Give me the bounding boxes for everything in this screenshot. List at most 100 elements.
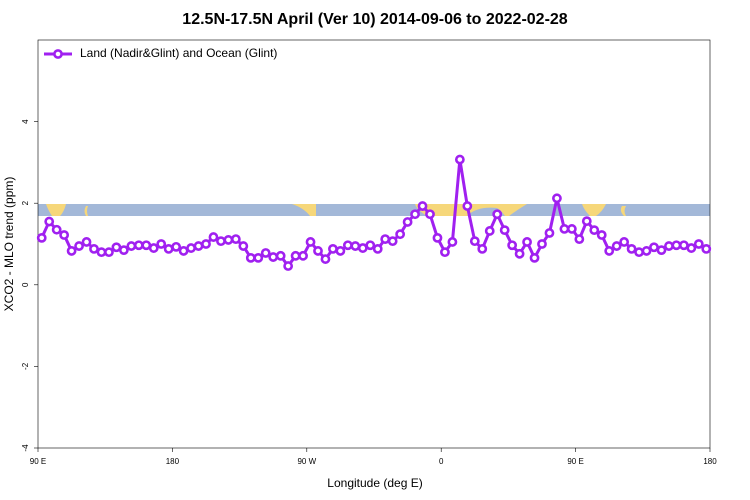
point xyxy=(148,243,159,253)
y-tick-label: -2 xyxy=(21,362,30,370)
point xyxy=(163,243,174,254)
point xyxy=(574,234,585,245)
point xyxy=(118,245,129,256)
point xyxy=(537,239,547,249)
point xyxy=(283,261,294,271)
point xyxy=(499,225,510,236)
point xyxy=(74,241,84,251)
point xyxy=(171,241,182,252)
point xyxy=(552,193,562,204)
point xyxy=(201,239,211,249)
point xyxy=(193,241,204,251)
point xyxy=(223,235,234,245)
point xyxy=(245,252,256,263)
point xyxy=(372,243,383,254)
point xyxy=(611,241,622,251)
point xyxy=(328,243,338,254)
point xyxy=(664,241,674,251)
point xyxy=(454,154,465,165)
point xyxy=(365,240,376,251)
point xyxy=(208,232,219,242)
point xyxy=(342,240,353,251)
point xyxy=(589,225,600,236)
point xyxy=(357,243,368,253)
chart-title: 12.5N-17.5N April (Ver 10) 2014-09-06 to… xyxy=(182,11,568,28)
point xyxy=(186,243,196,253)
point xyxy=(566,224,577,234)
point xyxy=(81,237,92,247)
point xyxy=(395,229,406,240)
point xyxy=(44,216,55,227)
point xyxy=(693,239,704,249)
point xyxy=(260,248,271,258)
point xyxy=(484,226,495,236)
point xyxy=(59,230,70,240)
point xyxy=(275,250,286,261)
y-tick-label: 2 xyxy=(21,200,30,205)
x-tick-label: 0 xyxy=(439,457,444,466)
point xyxy=(686,243,697,253)
point xyxy=(507,240,518,251)
point xyxy=(230,234,241,245)
point xyxy=(432,232,443,243)
land-ocean-strip xyxy=(38,204,710,216)
legend-label: Land (Nadir&Glint) and Ocean (Glint) xyxy=(80,46,277,60)
y-tick-label: -4 xyxy=(21,444,30,452)
point xyxy=(469,236,480,247)
point xyxy=(290,250,301,261)
x-tick-label: 90 W xyxy=(297,457,316,466)
point xyxy=(596,230,607,240)
point xyxy=(141,240,152,251)
point xyxy=(581,216,592,227)
point xyxy=(440,247,450,258)
point xyxy=(559,224,570,234)
point xyxy=(36,232,47,243)
legend-marker xyxy=(53,49,63,59)
point xyxy=(619,237,630,247)
point xyxy=(133,240,144,251)
y-tick-label: 0 xyxy=(21,282,30,287)
point xyxy=(268,252,279,262)
point xyxy=(89,243,99,254)
point xyxy=(417,201,428,211)
point xyxy=(649,242,659,253)
point xyxy=(126,241,137,251)
point xyxy=(178,246,189,256)
x-tick-label: 180 xyxy=(166,457,180,466)
point xyxy=(410,209,420,220)
point xyxy=(641,246,652,256)
point xyxy=(671,240,682,251)
point xyxy=(544,228,555,238)
point xyxy=(425,209,435,220)
point xyxy=(96,247,107,258)
point xyxy=(529,252,540,263)
point xyxy=(514,248,525,259)
point xyxy=(701,243,712,254)
point xyxy=(111,242,122,253)
point xyxy=(51,224,62,235)
point xyxy=(447,237,458,247)
point xyxy=(313,246,323,256)
point xyxy=(492,209,503,220)
point xyxy=(387,236,398,247)
point xyxy=(634,247,644,258)
point xyxy=(626,243,637,254)
point xyxy=(678,240,689,251)
point xyxy=(253,252,264,263)
point xyxy=(335,246,346,256)
plot-frame xyxy=(37,39,711,449)
x-tick-label: 90 E xyxy=(567,457,583,466)
point xyxy=(656,245,667,256)
point xyxy=(462,201,473,211)
point xyxy=(216,236,226,247)
point xyxy=(380,234,391,245)
point xyxy=(477,243,488,254)
point xyxy=(298,250,308,261)
x-axis-label: Longitude (deg E) xyxy=(327,476,422,490)
point xyxy=(305,237,316,247)
point xyxy=(66,246,77,256)
y-tick-label: 4 xyxy=(21,119,30,124)
point xyxy=(320,254,331,264)
y-axis-label: XCO2 - MLO trend (ppm) xyxy=(2,177,16,312)
